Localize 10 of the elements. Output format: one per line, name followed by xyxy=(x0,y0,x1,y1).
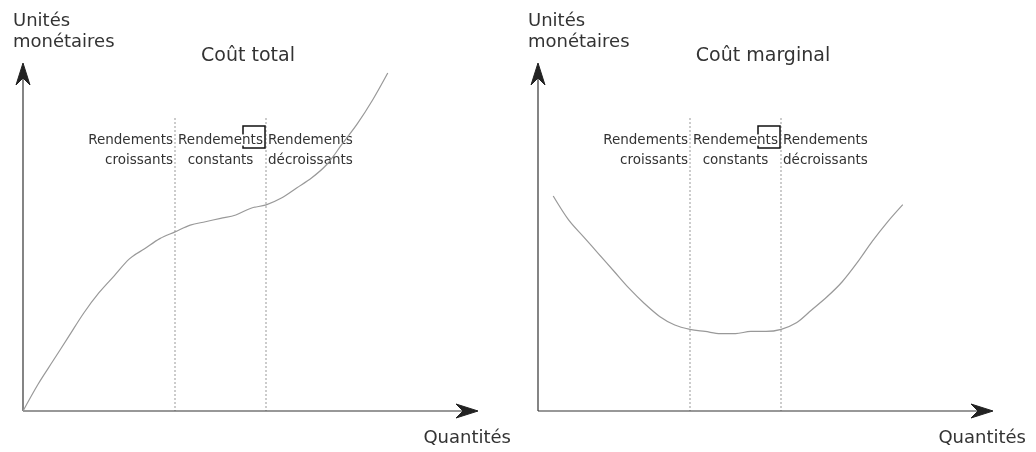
annotation: Rendements décroissants xyxy=(268,131,353,167)
annotation: Rendements croissants xyxy=(88,131,173,167)
y-axis-title: Unités monétaires xyxy=(13,9,115,51)
chart-title: Coût marginal xyxy=(695,43,831,65)
y-axis-title: Unités monétaires xyxy=(528,9,630,51)
text: Rendements croissants xyxy=(603,131,688,167)
x-axis-title: Quantités xyxy=(938,426,1026,447)
x-axis-title: Quantités xyxy=(423,426,511,447)
chart-title: Coût total xyxy=(201,43,295,65)
text: Rendements décroissants xyxy=(783,131,868,167)
